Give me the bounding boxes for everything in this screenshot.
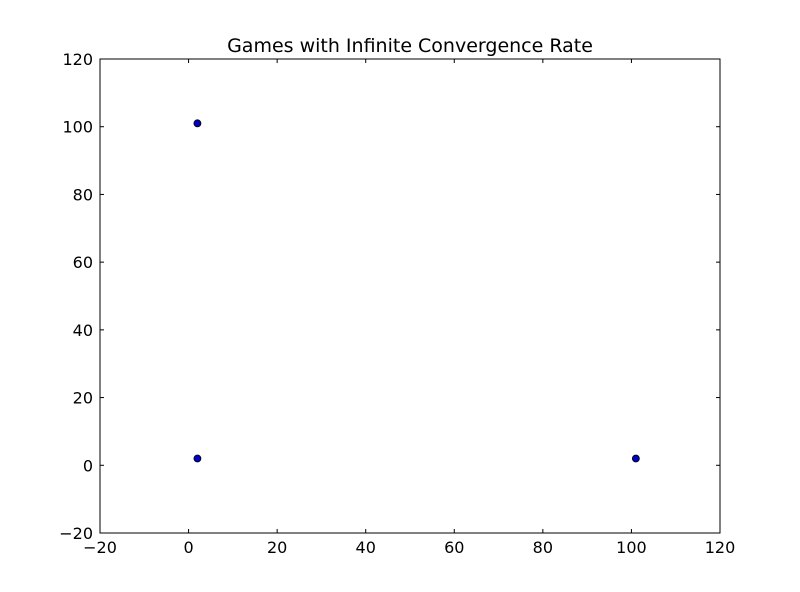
scatter-point <box>193 119 202 128</box>
x-tick-label: 120 <box>705 538 736 557</box>
x-tick-label: 80 <box>533 538 553 557</box>
y-tick-label: 100 <box>62 118 93 137</box>
y-tick-label: 80 <box>73 185 93 204</box>
x-tick-label: 0 <box>183 538 193 557</box>
x-tick-label: −20 <box>83 538 117 557</box>
axis-ticks <box>99 58 721 534</box>
plot-area-frame <box>99 58 721 534</box>
y-tick-label: 40 <box>73 321 93 340</box>
x-tick-label: 100 <box>616 538 647 557</box>
y-tick-label: −20 <box>59 524 93 543</box>
chart-title: Games with Infinite Convergence Rate <box>227 35 593 57</box>
y-tick-label: 0 <box>83 456 93 475</box>
y-tick-label: 60 <box>73 253 93 272</box>
scatter-point <box>631 454 640 463</box>
x-tick-label: 20 <box>267 538 287 557</box>
data-points <box>193 119 640 463</box>
tick-labels: −20 0 20 40 60 80 100 120 −20 0 20 40 60 80 100 120 <box>59 50 735 557</box>
y-tick-label: 20 <box>73 389 93 408</box>
x-tick-label: 40 <box>356 538 376 557</box>
scatter-point <box>193 454 202 463</box>
y-tick-label: 120 <box>62 50 93 69</box>
x-tick-label: 60 <box>444 538 464 557</box>
